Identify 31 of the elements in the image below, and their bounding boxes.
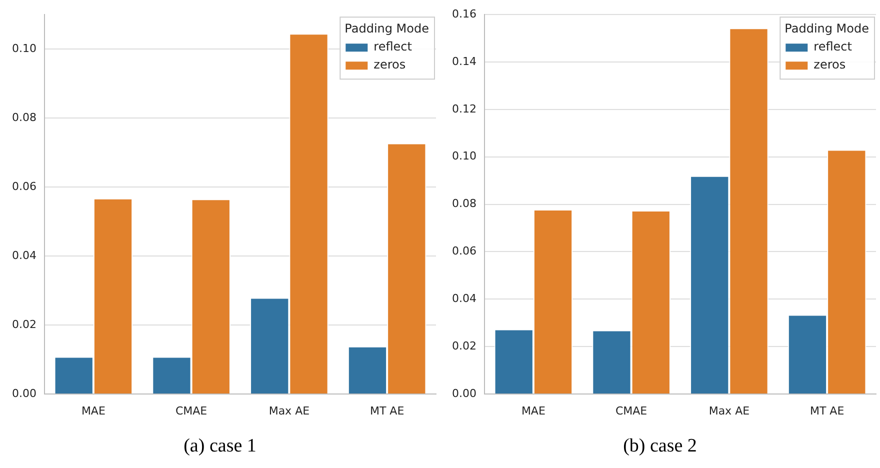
y-tick-label: 0.02 [12,318,36,331]
y-tick-label: 0.08 [12,110,36,124]
x-tick-label: Max AE [268,404,310,418]
x-tick-label: MAE [81,404,106,418]
y-tick-label: 0.10 [12,42,36,55]
legend-title: Padding Mode [784,22,870,36]
x-tick-label: CMAE [615,404,648,418]
legend-label: zeros [374,58,406,72]
x-tick-label: CMAE [175,404,208,418]
y-tick-label: 0.04 [12,248,36,262]
y-tick-label: 0.12 [452,102,476,116]
text: (a) case 1 [184,436,256,457]
x-tick-label: MT AE [370,404,404,418]
y-tick-label: 0.14 [452,54,476,68]
y-tick-label: 0.10 [452,150,476,163]
y-tick-label: 0.16 [452,7,476,20]
y-tick-label: 0.02 [452,339,476,352]
legend-label: reflect [374,40,412,54]
legend-label: zeros [814,58,846,72]
legend-title: Padding Mode [344,22,430,36]
y-tick-label: 0.06 [12,180,36,193]
y-tick-label: 0.08 [452,197,476,210]
x-tick-label: Max AE [708,404,750,418]
x-tick-label: MT AE [810,404,844,418]
legend-label: reflect [814,40,852,54]
x-tick-label: MAE [521,404,546,418]
text: (b) case 2 [623,436,697,457]
y-tick-label: 0.06 [452,244,476,258]
y-tick-label: 0.00 [12,386,36,400]
y-tick-label: 0.00 [452,386,476,400]
y-tick-label: 0.04 [452,292,476,306]
